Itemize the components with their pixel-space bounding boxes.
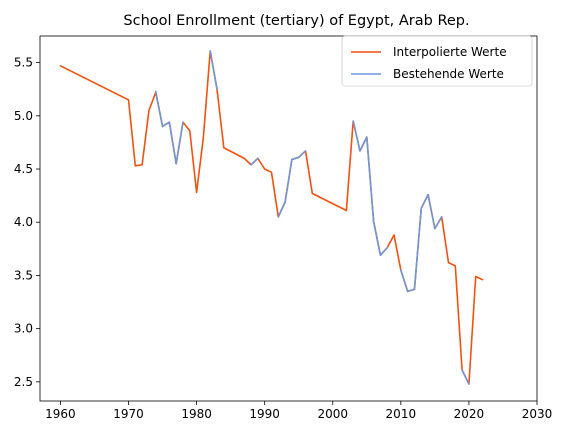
series-line-existing-segment [400,193,443,293]
series-line-existing-segment [250,157,259,166]
y-axis: 2.5 3.0 3.5 4.0 4.5 5.0 5.5 [14,56,40,389]
series-line-existing-segment [277,150,307,218]
y-tick-label: 4.0 [14,215,33,229]
x-tick-label: 1960 [45,407,76,421]
x-tick-label: 1990 [249,407,280,421]
y-tick-label: 4.5 [14,162,33,176]
y-tick-label: 5.5 [14,56,33,70]
series-layer [59,50,484,385]
y-tick-label: 5.0 [14,109,33,123]
y-tick-label: 2.5 [14,375,33,389]
x-tick-label: 2020 [454,407,485,421]
x-axis: 1960 1970 1980 1990 2000 2010 2020 2030 [45,401,552,421]
legend-label-existing: Bestehende Werte [393,67,504,81]
y-tick-label: 3.0 [14,322,33,336]
x-tick-label: 1980 [181,407,212,421]
x-tick-label: 1970 [113,407,144,421]
series-line-existing-segment [154,90,184,165]
x-tick-label: 2010 [386,407,417,421]
series-line-existing-segment [209,50,218,91]
x-tick-label: 2030 [522,407,553,421]
y-tick-label: 3.5 [14,268,33,282]
series-line-existing-segment [461,369,470,385]
legend: Interpolierte Werte Bestehende Werte [341,35,533,87]
legend-box [341,35,533,87]
plot-area-frame [39,35,538,402]
series-line-existing-segment [352,120,389,257]
x-tick-label: 2000 [317,407,348,421]
legend-label-interpolated: Interpolierte Werte [393,45,507,59]
chart-title: School Enrollment (tertiary) of Egypt, A… [123,13,469,29]
